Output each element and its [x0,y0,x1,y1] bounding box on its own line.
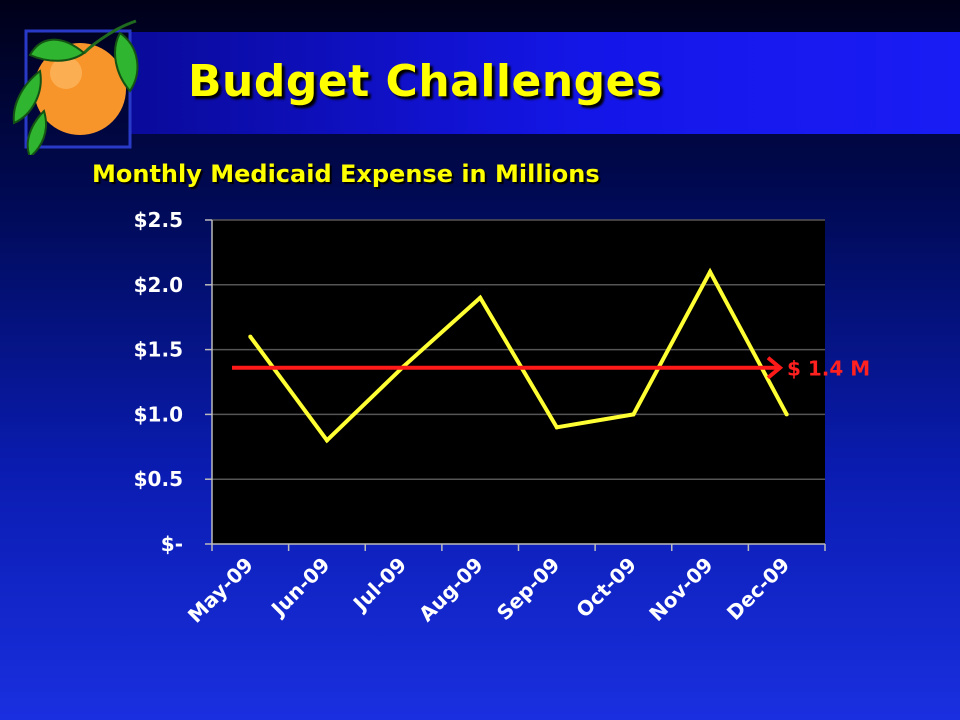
x-axis-ticks: May-09 Jun-09 Jul-09 Aug-09 Sep-09 Oct-09 Nov-… [183,553,794,628]
orange-with-leaves-icon [12,19,139,155]
data-point [554,425,559,430]
data-point [248,334,253,339]
grid-lines [212,219,825,480]
data-point [708,269,713,274]
data-point [324,438,329,443]
y-tick-label: $2.5 [134,208,183,232]
y-tick-label: $2.0 [134,273,183,297]
series-points [248,269,789,443]
plot-area [212,220,825,544]
x-tick-label: Aug-09 [414,553,488,627]
x-tick-label: Jul-09 [347,553,411,617]
chart-title: Monthly Medicaid Expense in Millions [92,160,600,188]
y-tick-label: $1.5 [134,338,183,362]
x-tick-label: Oct-09 [571,553,641,623]
y-tick-label: $- [161,532,183,556]
x-tick-label: Dec-09 [722,553,794,625]
series-line-medicaid-expense [248,267,789,444]
y-tick-label: $1.0 [134,402,183,426]
x-tick-label: Sep-09 [492,553,564,625]
axes [205,219,826,551]
data-point [478,295,483,300]
x-tick-label: Jun-09 [265,553,334,622]
title-band [130,32,960,134]
data-point [631,412,636,417]
x-tick-label: May-09 [183,553,258,628]
x-tick-label: Nov-09 [644,553,717,626]
y-axis-ticks: $2.5 $2.0 $1.5 $1.0 $0.5 $- [134,208,183,556]
reference-arrow-head [766,356,784,380]
data-point [784,412,789,417]
reference-label: $ 1.4 M [787,357,870,381]
slide-title: Budget Challenges [188,56,663,107]
y-tick-label: $0.5 [134,467,183,491]
